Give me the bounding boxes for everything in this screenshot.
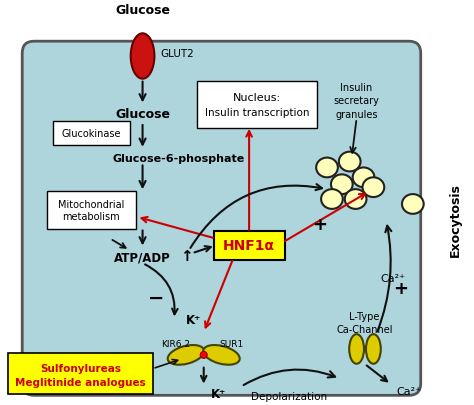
Text: −: − (148, 288, 164, 307)
Text: Ca²⁺: Ca²⁺ (396, 386, 421, 396)
Text: ↑: ↑ (180, 248, 192, 263)
Ellipse shape (349, 335, 364, 364)
Ellipse shape (316, 158, 338, 178)
Text: Glucose: Glucose (115, 107, 170, 120)
Text: Nucleus:: Nucleus: (233, 93, 281, 103)
Text: Exocytosis: Exocytosis (449, 182, 462, 256)
Text: Glucokinase: Glucokinase (62, 129, 121, 139)
Text: +: + (313, 215, 328, 233)
FancyBboxPatch shape (214, 231, 284, 260)
FancyBboxPatch shape (197, 81, 317, 129)
Ellipse shape (321, 190, 343, 209)
Text: Glucose-6-phosphate: Glucose-6-phosphate (113, 153, 245, 163)
Text: +: + (393, 279, 409, 297)
Text: Glucose: Glucose (115, 4, 170, 17)
Text: KIR6.2: KIR6.2 (162, 339, 191, 347)
Ellipse shape (366, 335, 381, 364)
Ellipse shape (168, 345, 204, 365)
Ellipse shape (131, 34, 155, 79)
Text: Mitochondrial: Mitochondrial (58, 199, 125, 209)
Text: Depolarization: Depolarization (252, 391, 328, 401)
Text: metabolism: metabolism (63, 211, 120, 221)
Ellipse shape (201, 352, 207, 358)
Text: K⁺: K⁺ (186, 313, 201, 326)
FancyBboxPatch shape (22, 42, 421, 395)
Ellipse shape (402, 195, 424, 214)
Text: K⁺: K⁺ (211, 387, 226, 400)
Ellipse shape (339, 152, 361, 172)
Text: SUR1: SUR1 (219, 339, 244, 347)
Text: L-Type
Ca-Channel: L-Type Ca-Channel (336, 311, 393, 334)
Text: Meglitinide analogues: Meglitinide analogues (15, 377, 146, 386)
Ellipse shape (353, 168, 374, 188)
Text: Sulfonylureas: Sulfonylureas (40, 363, 121, 373)
Text: ATP/ADP: ATP/ADP (114, 251, 171, 264)
Text: Insulin transcription: Insulin transcription (205, 108, 309, 118)
Ellipse shape (345, 190, 366, 209)
Ellipse shape (331, 175, 353, 195)
Text: Ca²⁺: Ca²⁺ (381, 273, 406, 283)
Text: GLUT2: GLUT2 (160, 49, 194, 59)
FancyBboxPatch shape (47, 192, 136, 229)
FancyBboxPatch shape (9, 353, 154, 394)
Text: Insulin
secretary
granules: Insulin secretary granules (334, 83, 380, 119)
FancyBboxPatch shape (53, 122, 130, 145)
Ellipse shape (203, 345, 240, 365)
Ellipse shape (363, 178, 384, 198)
Text: HNF1α: HNF1α (223, 239, 275, 253)
